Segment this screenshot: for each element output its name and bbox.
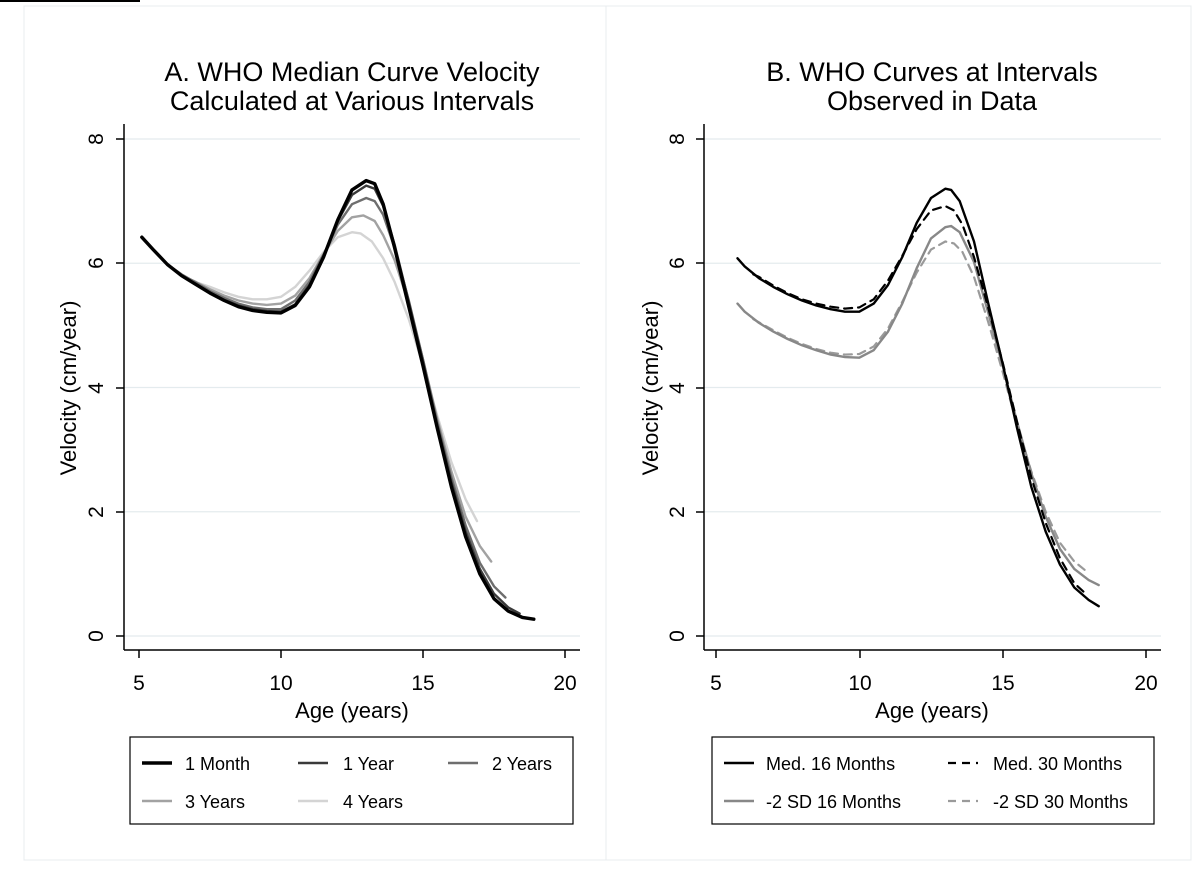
panel-b-series — [736, 187, 1100, 608]
panel-a-y-tick-label-2: 2 — [85, 506, 108, 518]
legend-label-1-month: 1 Month — [185, 754, 250, 774]
panel-b-gridlines — [704, 138, 1161, 637]
panel-b-y-tick-label-0: 0 — [666, 630, 689, 642]
panel-a-y-axis-title: Velocity (cm/year) — [56, 301, 81, 476]
panel-a-gridlines — [124, 138, 580, 637]
legend-label-4-years: 4 Years — [343, 792, 403, 812]
panel-b-x-tick-label-10: 10 — [848, 672, 871, 695]
panel-b-title-line1: B. WHO Curves at Intervals — [766, 57, 1098, 87]
panel-b-y-tick-label-8: 8 — [666, 133, 689, 145]
panel-b-series-line-2-sd-30-months — [752, 240, 1087, 572]
figure-frame — [23, 5, 1192, 861]
legend-label-1-year: 1 Year — [343, 754, 394, 774]
legend-label-med-30-months: Med. 30 Months — [993, 754, 1122, 774]
panel-b-series-line-med-30-months — [752, 205, 1087, 595]
panel-b-y-ticks: 0 2 4 6 8 — [666, 133, 704, 642]
panel-a-series-line-1-year — [154, 184, 521, 615]
panel-a-y-tick-label-4: 4 — [85, 382, 108, 394]
panel-a-x-tick-label-20: 20 — [553, 672, 576, 695]
panel-a-x-tick-label-10: 10 — [269, 672, 292, 695]
panel-a-legend: 1 Month 1 Year 2 Years 3 Years 4 Years — [129, 736, 574, 825]
legend-label-2sd-30-months: -2 SD 30 Months — [993, 792, 1128, 812]
top-left-rule — [0, 0, 140, 2]
panel-a-legend-box — [129, 736, 574, 825]
panel-b-x-tick-label-5: 5 — [710, 672, 722, 695]
panel-a-y-tick-label-8: 8 — [85, 133, 108, 145]
panel-a-series — [140, 178, 536, 621]
panel-a-series-line-2-years — [168, 196, 507, 599]
panel-b-series-line-med-16-months — [736, 187, 1100, 608]
panel-b-legend-box — [711, 736, 1155, 825]
panel-b-series-line-2-sd-16-months — [736, 224, 1100, 587]
panel-a-title-line1: A. WHO Median Curve Velocity — [164, 57, 540, 87]
legend-label-2sd-16-months: -2 SD 16 Months — [766, 792, 901, 812]
legend-label-3-years: 3 Years — [185, 792, 245, 812]
panel-a-series-line-4-years — [197, 230, 479, 523]
panel-b: B. WHO Curves at Intervals Observed in D… — [638, 57, 1161, 825]
panel-b-y-tick-label-2: 2 — [666, 506, 689, 518]
panel-a-y-ticks: 0 2 4 6 8 — [85, 133, 124, 642]
panel-a-title-line2: Calculated at Various Intervals — [170, 86, 534, 116]
panel-b-x-tick-label-15: 15 — [991, 672, 1014, 695]
panel-b-x-ticks: 5 10 15 20 — [710, 650, 1158, 695]
panel-b-y-axis-title: Velocity (cm/year) — [638, 301, 663, 476]
panel-a-series-line-3-years — [183, 214, 493, 563]
panel-b-y-tick-label-4: 4 — [666, 382, 689, 394]
panel-a-series-line-1-month — [140, 178, 536, 621]
panel-a-y-tick-label-6: 6 — [85, 257, 108, 269]
panel-b-legend: Med. 16 Months Med. 30 Months -2 SD 16 M… — [711, 736, 1155, 825]
panel-a: A. WHO Median Curve Velocity Calculated … — [56, 57, 580, 825]
legend-label-med-16-months: Med. 16 Months — [766, 754, 895, 774]
panel-a-x-tick-label-15: 15 — [411, 672, 434, 695]
panel-a-x-tick-label-5: 5 — [133, 672, 145, 695]
panel-b-y-tick-label-6: 6 — [666, 257, 689, 269]
panel-b-x-axis-title: Age (years) — [875, 698, 989, 723]
panel-b-x-tick-label-20: 20 — [1134, 672, 1157, 695]
panel-a-y-tick-label-0: 0 — [85, 630, 108, 642]
panel-b-title-line2: Observed in Data — [827, 86, 1038, 116]
panel-a-x-axis-title: Age (years) — [295, 698, 409, 723]
legend-label-2-years: 2 Years — [492, 754, 552, 774]
panel-a-x-ticks: 5 10 15 20 — [133, 650, 577, 695]
